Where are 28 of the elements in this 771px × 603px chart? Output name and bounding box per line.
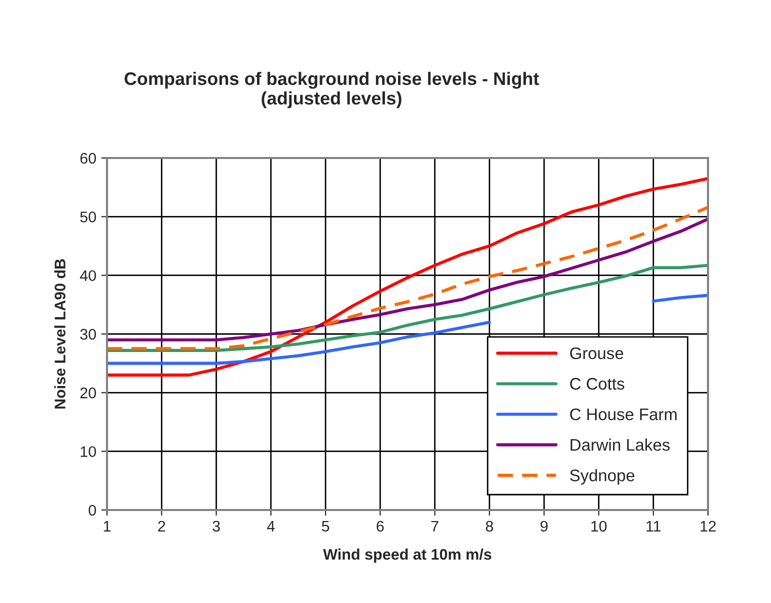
y-tick-label: 50 [80, 212, 96, 222]
x-tick-label: 3 [212, 520, 220, 532]
x-tick-label: 4 [267, 520, 275, 532]
legend-label: Sydnope [570, 469, 634, 485]
x-tick-label: 9 [540, 520, 548, 532]
x-tick-label: 7 [431, 520, 438, 532]
y-tick-label: 30 [80, 328, 96, 340]
x-tick-label: 10 [591, 520, 607, 532]
legend-label: Grouse [570, 347, 624, 360]
chart-title: Comparisons of background noise levels - Night (adjusted levels) [124, 72, 539, 108]
x-tick-label: 11 [646, 520, 661, 532]
line-series [107, 177, 708, 377]
y-axis-title: Noise Level LA90 dB [54, 259, 66, 409]
y-tick-label: 40 [80, 270, 96, 282]
y-tick-label: 60 [80, 152, 96, 164]
x-tick-label: 2 [158, 520, 166, 532]
legend-label: Darwin Lakes [570, 438, 670, 451]
x-tick-label: 6 [376, 520, 384, 532]
y-tick-label: 0 [88, 504, 96, 516]
x-tick-label: 1 [104, 520, 111, 532]
legend-label: C Cotts [570, 378, 624, 390]
legend-label: C House Farm [570, 408, 677, 420]
x-tick-label: 5 [322, 520, 330, 532]
y-tick-label: 10 [80, 446, 96, 458]
x-tick-label: 8 [486, 520, 494, 532]
y-tick-label: 20 [80, 388, 96, 398]
x-tick-label: 12 [700, 520, 716, 532]
x-axis-title: Wind speed at 10m m/s [323, 548, 492, 563]
